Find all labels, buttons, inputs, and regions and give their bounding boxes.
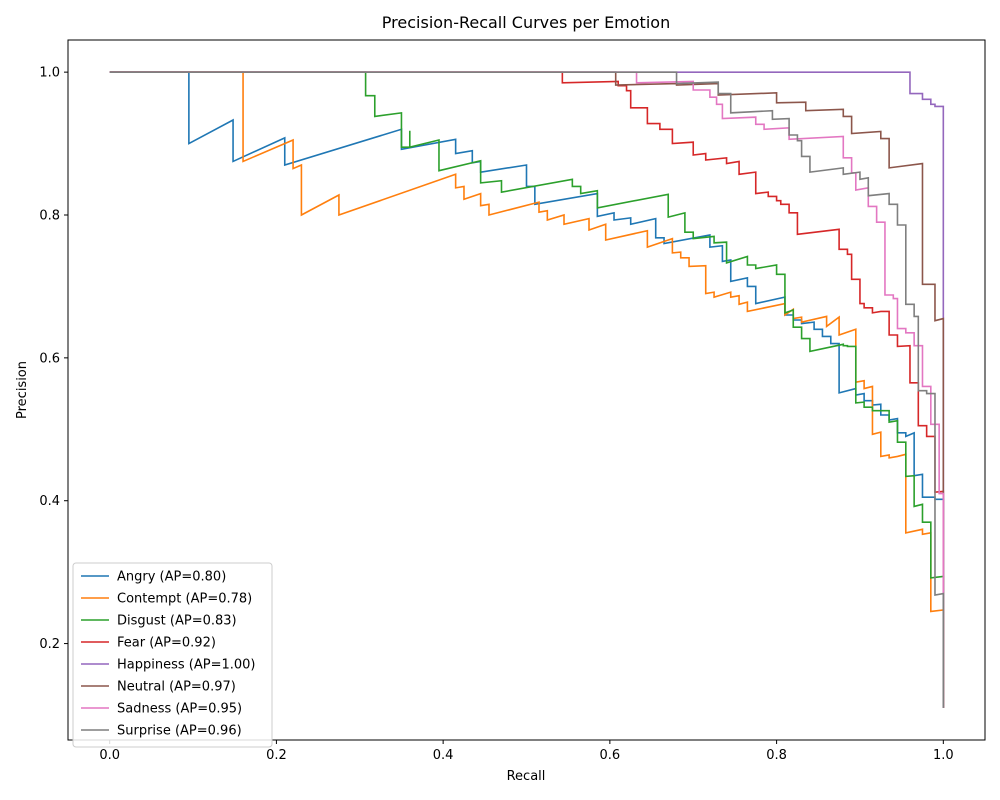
y-tick-label: 0.8	[39, 209, 60, 224]
legend-label: Surprise (AP=0.96)	[117, 724, 242, 739]
series-line-4	[109, 71, 945, 708]
x-tick-label: 1.0	[933, 748, 954, 763]
series-line-2	[109, 71, 945, 708]
x-tick-label: 0.4	[433, 748, 454, 763]
x-tick-label: 0.8	[766, 748, 787, 763]
series-line-5	[109, 71, 945, 708]
series-line-3	[109, 71, 945, 708]
y-tick-label: 0.4	[39, 494, 60, 509]
legend-label: Sadness (AP=0.95)	[117, 702, 242, 717]
y-tick-label: 1.0	[39, 66, 60, 81]
legend-label: Neutral (AP=0.97)	[117, 680, 236, 695]
legend-label: Contempt (AP=0.78)	[117, 592, 252, 607]
series-line-6	[109, 71, 945, 708]
legend: Angry (AP=0.80) Contempt (AP=0.78) Disgust…	[72, 562, 273, 748]
legend-box	[72, 562, 273, 748]
legend-label: Fear (AP=0.92)	[117, 636, 216, 651]
legend-label: Disgust (AP=0.83)	[117, 614, 237, 629]
axes-frame	[67, 39, 986, 741]
x-axis-label: Recall	[507, 769, 546, 784]
series-line-1	[109, 71, 945, 708]
series-line-7	[109, 71, 945, 708]
x-tick-label: 0.0	[99, 748, 120, 763]
x-tick-label: 0.2	[266, 748, 287, 763]
y-tick-label: 0.6	[39, 351, 60, 366]
y-tick-label: 0.2	[39, 637, 60, 652]
plot-area	[109, 71, 945, 708]
y-axis-label: Precision	[15, 361, 30, 419]
chart-title: Precision-Recall Curves per Emotion	[382, 13, 670, 32]
y-axis-ticks: 0.2 0.4 0.6 0.8 1.0	[39, 66, 68, 652]
legend-label: Happiness (AP=1.00)	[117, 658, 256, 673]
x-axis-ticks: 0.0 0.2 0.4 0.6 0.8 1.0	[99, 740, 954, 763]
legend-label: Angry (AP=0.80)	[117, 570, 226, 585]
x-tick-label: 0.6	[600, 748, 621, 763]
